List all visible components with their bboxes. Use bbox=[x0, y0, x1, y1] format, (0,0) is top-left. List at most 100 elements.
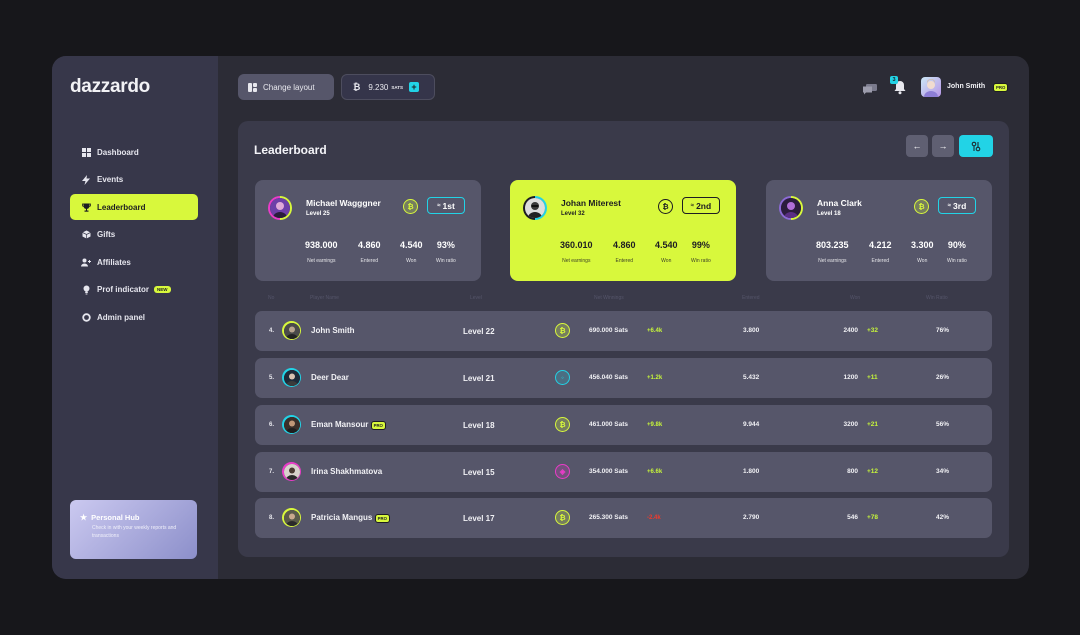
avatar[interactable] bbox=[921, 77, 941, 97]
winnings-delta: -2.4k bbox=[647, 515, 661, 521]
winnings-delta: +9.8k bbox=[647, 422, 663, 428]
won-delta: +12 bbox=[867, 468, 879, 475]
avatar bbox=[282, 462, 301, 481]
sidebar-item-affiliates[interactable]: Affiliates bbox=[70, 249, 198, 275]
player-name: Anna Clark bbox=[817, 198, 862, 208]
filter-button[interactable] bbox=[959, 135, 993, 157]
player-name[interactable]: Patricia Mangus PRO bbox=[311, 513, 390, 523]
sidebar-item-gifts[interactable]: Gifts bbox=[70, 222, 198, 248]
sats-value: 9.230 bbox=[368, 82, 389, 92]
stat-win-ratio: 99% Win ratio bbox=[691, 240, 711, 264]
net-winnings: 456.040 Sats bbox=[589, 374, 629, 381]
sidebar-item-label: Dashboard bbox=[97, 147, 139, 157]
sats-unit: SATS bbox=[391, 84, 404, 90]
avatar bbox=[282, 415, 301, 434]
player-level: Level 18 bbox=[817, 211, 841, 217]
layout-icon bbox=[248, 82, 257, 92]
stat-entered: 4.860 Entered bbox=[613, 240, 636, 264]
player-name: Johan Miterest bbox=[561, 198, 621, 208]
top-player-card[interactable]: Michael Wagggner Level 25 ₿ ≈1st 938.000… bbox=[255, 180, 481, 281]
sidebar-item-events[interactable]: Events bbox=[70, 167, 198, 193]
entered-count: 3.800 bbox=[743, 327, 760, 334]
player-name[interactable]: Irina Shakhmatova bbox=[311, 467, 383, 476]
notification-count: 3 bbox=[890, 76, 898, 84]
won-count: 3200 bbox=[843, 421, 858, 428]
sidebar-item-prof-indicator[interactable]: Prof indicator NEW bbox=[70, 277, 198, 303]
grid-icon bbox=[81, 147, 91, 157]
winnings-delta: +1.2k bbox=[647, 375, 663, 381]
won-count: 546 bbox=[847, 514, 858, 521]
hub-title: Personal Hub bbox=[91, 513, 140, 522]
arrow-left-icon: ← bbox=[912, 141, 922, 151]
player-level: Level 32 bbox=[561, 211, 585, 217]
player-level: Level 22 bbox=[463, 327, 495, 336]
coin-icon: ◈ bbox=[555, 464, 570, 479]
avatar bbox=[779, 196, 803, 220]
column-header[interactable]: Won bbox=[850, 295, 861, 301]
stat-net-earnings: 360.010 Net earnings bbox=[560, 240, 593, 264]
stat-win-ratio: 93% Win ratio bbox=[436, 240, 456, 264]
stat-win-ratio: 90% Win ratio bbox=[947, 240, 967, 264]
column-header[interactable]: No bbox=[268, 295, 275, 301]
chevron-down-icon: ≈ bbox=[690, 202, 695, 209]
filter-icon bbox=[971, 141, 981, 151]
table-row[interactable]: 6. Eman Mansour PRO Level 18 ₿ 461.000 S… bbox=[255, 405, 992, 445]
won-delta: +21 bbox=[867, 421, 879, 428]
column-header[interactable]: Level bbox=[470, 295, 482, 301]
column-header[interactable]: Net Winnings bbox=[594, 295, 624, 301]
page-title: Leaderboard bbox=[254, 143, 327, 157]
leaderboard-panel: Leaderboard ← → Michael Wagggner Level 2… bbox=[238, 121, 1009, 557]
column-header[interactable]: Entered bbox=[742, 295, 760, 301]
stat-won: 4.540 Won bbox=[655, 240, 678, 264]
entered-count: 2.790 bbox=[743, 514, 760, 521]
net-winnings: 354.000 Sats bbox=[589, 468, 629, 475]
column-header[interactable]: Player Name bbox=[310, 295, 339, 301]
table-row[interactable]: 4. John Smith Level 22 ₿ 690.000 Sats +6… bbox=[255, 311, 992, 351]
gift-icon bbox=[81, 230, 91, 240]
player-level: Level 18 bbox=[463, 421, 495, 430]
add-sats-button[interactable]: + bbox=[409, 82, 420, 92]
win-ratio: 42% bbox=[936, 514, 950, 521]
row-rank: 8. bbox=[269, 515, 275, 521]
trophy-icon bbox=[81, 202, 91, 212]
bitcoin-icon: ₿ bbox=[658, 199, 673, 214]
sidebar-item-dashboard[interactable]: Dashboard bbox=[70, 139, 198, 165]
change-layout-button[interactable]: Change layout bbox=[238, 74, 334, 100]
table-row[interactable]: 7. Irina Shakhmatova Level 15 ◈ 354.000 … bbox=[255, 452, 992, 492]
column-header[interactable]: Win Ratio bbox=[926, 295, 948, 301]
user-name[interactable]: John Smith bbox=[947, 83, 986, 90]
top-player-card[interactable]: Johan Miterest Level 32 ₿ ≈2nd 360.010 Ne… bbox=[510, 180, 736, 281]
player-name[interactable]: John Smith bbox=[311, 326, 355, 335]
sidebar-item-admin-panel[interactable]: Admin panel bbox=[70, 304, 198, 330]
row-rank: 4. bbox=[269, 328, 275, 334]
top-player-card[interactable]: Anna Clark Level 18 ₿ ≈3rd 803.235 Net ea… bbox=[766, 180, 992, 281]
won-count: 2400 bbox=[843, 327, 858, 334]
sidebar-item-leaderboard[interactable]: Leaderboard bbox=[70, 194, 198, 220]
table-row[interactable]: 5. Deer Dear Level 21 ◦ 456.040 Sats +1.… bbox=[255, 358, 992, 398]
win-ratio: 34% bbox=[936, 468, 950, 475]
player-level: Level 21 bbox=[463, 374, 495, 383]
stat-net-earnings: 938.000 Net earnings bbox=[305, 240, 338, 264]
won-count: 1200 bbox=[843, 374, 858, 381]
stat-won: 4.540 Won bbox=[400, 240, 423, 264]
bitcoin-icon: ₿ bbox=[555, 323, 570, 338]
pro-badge: PRO bbox=[370, 421, 386, 430]
won-delta: +78 bbox=[867, 514, 879, 521]
table-row[interactable]: 8. Patricia Mangus PRO Level 17 ₿ 265.30… bbox=[255, 498, 992, 538]
sidebar-item-label: Leaderboard bbox=[97, 202, 146, 212]
stat-net-earnings: 803.235 Net earnings bbox=[816, 240, 849, 264]
next-button[interactable]: → bbox=[932, 135, 954, 157]
winnings-delta: +6.4k bbox=[647, 328, 663, 334]
logo: dazzardo bbox=[70, 76, 150, 97]
prev-button[interactable]: ← bbox=[906, 135, 928, 157]
entered-count: 1.800 bbox=[743, 468, 760, 475]
chat-icon[interactable] bbox=[863, 82, 877, 95]
star-icon: ★ bbox=[80, 513, 88, 522]
sidebar-nav: Dashboard Events Leaderboard Gifts bbox=[70, 139, 198, 332]
personal-hub-card[interactable]: ★ Personal Hub Check in with your weekly… bbox=[70, 500, 197, 559]
pro-badge: PRO bbox=[374, 514, 390, 523]
hub-description: Check in with your weekly reports and tr… bbox=[92, 525, 177, 539]
player-name[interactable]: Deer Dear bbox=[311, 373, 349, 382]
player-name[interactable]: Eman Mansour PRO bbox=[311, 420, 386, 430]
app-window: dazzardo Dashboard Events Leaderboard bbox=[52, 56, 1029, 579]
